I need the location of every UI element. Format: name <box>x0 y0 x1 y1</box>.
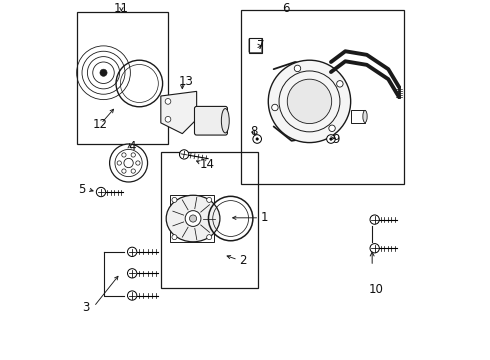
Circle shape <box>127 247 137 256</box>
Bar <box>242 10 404 184</box>
Circle shape <box>179 150 189 159</box>
Circle shape <box>207 235 212 240</box>
Circle shape <box>370 215 379 224</box>
Circle shape <box>190 215 196 222</box>
Text: 1: 1 <box>261 211 269 224</box>
Bar <box>76 12 168 144</box>
Circle shape <box>165 99 171 104</box>
Circle shape <box>127 269 137 278</box>
Bar <box>351 111 365 122</box>
Ellipse shape <box>166 195 220 242</box>
Text: 7: 7 <box>257 39 265 52</box>
Polygon shape <box>161 91 196 134</box>
Text: 8: 8 <box>250 125 258 138</box>
Circle shape <box>253 135 262 143</box>
Text: 2: 2 <box>240 254 247 267</box>
Circle shape <box>97 187 106 197</box>
Text: 9: 9 <box>333 132 340 145</box>
Circle shape <box>269 60 351 143</box>
Circle shape <box>294 65 301 72</box>
Circle shape <box>330 138 332 140</box>
Circle shape <box>207 197 212 202</box>
Circle shape <box>122 169 126 173</box>
Text: 11: 11 <box>114 3 129 15</box>
Circle shape <box>131 153 135 157</box>
Text: 6: 6 <box>282 3 290 15</box>
Circle shape <box>165 116 171 122</box>
Bar <box>161 152 258 288</box>
Bar <box>248 38 262 53</box>
Circle shape <box>185 211 201 226</box>
Circle shape <box>287 79 332 123</box>
Circle shape <box>337 81 343 87</box>
FancyBboxPatch shape <box>195 107 227 135</box>
Ellipse shape <box>363 111 367 122</box>
Text: 5: 5 <box>78 183 86 195</box>
Text: 4: 4 <box>128 140 136 153</box>
Circle shape <box>100 69 107 76</box>
Text: 12: 12 <box>93 118 107 131</box>
Circle shape <box>127 291 137 300</box>
Circle shape <box>327 135 335 143</box>
Circle shape <box>329 125 335 131</box>
Text: 3: 3 <box>82 301 89 314</box>
Text: 14: 14 <box>200 158 215 171</box>
Circle shape <box>117 161 122 165</box>
Circle shape <box>370 244 379 253</box>
Text: 13: 13 <box>178 75 194 88</box>
Circle shape <box>131 169 135 173</box>
Text: 10: 10 <box>368 283 383 296</box>
Circle shape <box>122 153 126 157</box>
Circle shape <box>256 138 258 140</box>
Circle shape <box>136 161 140 165</box>
Circle shape <box>172 197 177 202</box>
Circle shape <box>172 235 177 240</box>
Ellipse shape <box>221 109 229 133</box>
Circle shape <box>110 144 147 182</box>
Circle shape <box>124 158 133 168</box>
Circle shape <box>271 104 278 111</box>
